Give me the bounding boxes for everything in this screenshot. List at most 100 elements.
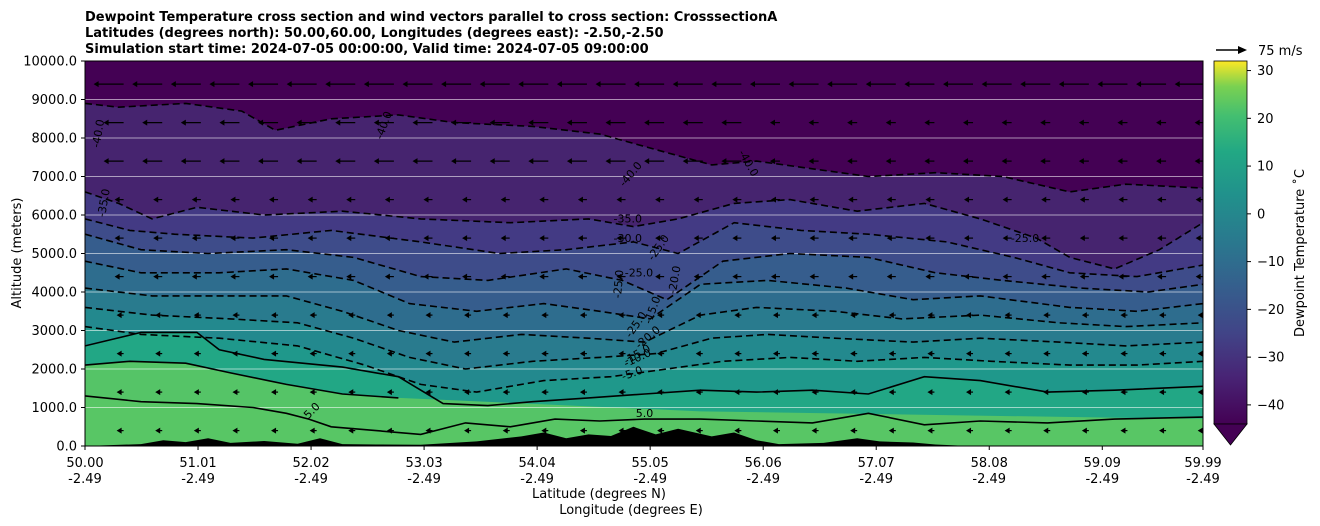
x-axis-label-latitude: Latitude (degrees N) — [532, 487, 666, 502]
wind-vector — [502, 389, 510, 396]
colorbar-ticks: 30 20 10 0 −10 −20 −30 −40 — [1247, 64, 1284, 413]
x-tick-label-lon: -2.49 — [972, 472, 1006, 487]
wind-vector — [1004, 312, 1012, 319]
wind-vector — [721, 158, 742, 165]
wind-vector — [1118, 273, 1128, 280]
wind-vector — [142, 158, 163, 165]
wind-vector — [1197, 312, 1203, 319]
wind-vector — [966, 350, 974, 357]
wind-vector — [772, 389, 780, 396]
wind-vector — [412, 119, 433, 126]
x-tick-label-lat: 53.03 — [405, 456, 442, 471]
wind-vector — [489, 119, 510, 126]
x-tick-label-lon: -2.49 — [407, 472, 441, 487]
x-tick-label-lon: -2.49 — [859, 472, 893, 487]
wind-vector — [682, 158, 703, 165]
wind-vector — [1156, 119, 1167, 126]
wind-vector — [1001, 119, 1012, 126]
wind-vector — [1097, 81, 1128, 88]
x-tick-label-lat: 58.08 — [971, 456, 1008, 471]
wind-vector — [885, 119, 896, 126]
wind-vector — [1079, 273, 1089, 280]
x-tick-label-lat: 57.07 — [858, 456, 895, 471]
wind-vector — [847, 158, 858, 165]
contour-dashed--35 — [85, 191, 1203, 270]
wind-vector — [966, 427, 974, 434]
wind-vector — [811, 312, 819, 319]
colorbar-tick-label: 30 — [1257, 64, 1274, 79]
wind-vector — [927, 350, 935, 357]
wind-vector — [695, 312, 703, 319]
wind-vector — [927, 427, 935, 434]
wind-vector — [193, 312, 201, 319]
wind-vector — [116, 312, 124, 319]
y-tick-label: 0.0 — [56, 440, 77, 455]
wind-vector — [230, 196, 240, 203]
wind-vector — [1041, 273, 1051, 280]
wind-vector — [1157, 196, 1167, 203]
wind-vector — [1002, 196, 1012, 203]
wind-vector — [193, 389, 201, 396]
wind-vector — [808, 119, 819, 126]
wind-vector — [462, 235, 472, 242]
wind-vector — [528, 119, 549, 126]
wind-vector — [116, 427, 124, 434]
wind-vector — [271, 427, 279, 434]
wind-vector — [296, 158, 317, 165]
x-tick-label-lat: 59.99 — [1184, 456, 1221, 471]
wind-vector — [232, 427, 240, 434]
x-tick-label-lon: -2.49 — [181, 472, 215, 487]
wind-vector — [695, 350, 703, 357]
wind-vector — [682, 119, 703, 126]
wind-vector — [132, 81, 163, 88]
wind-vector — [286, 81, 317, 88]
contour-dashed--25 — [85, 233, 1203, 301]
wind-vector — [193, 350, 201, 357]
wind-vector — [1081, 350, 1089, 357]
wind-vector — [307, 196, 317, 203]
contour-label: -25.0 — [1011, 232, 1039, 245]
wind-vector — [772, 312, 780, 319]
wind-vector — [335, 119, 356, 126]
y-axis: 0.0 1000.0 2000.0 3000.0 4000.0 5000.0 6000.0 7… — [23, 55, 85, 455]
wind-vector — [848, 235, 858, 242]
wind-vector — [577, 196, 587, 203]
wind-vector — [657, 350, 665, 357]
wind-vector — [749, 81, 780, 88]
x-tick-label-lat: 55.05 — [632, 456, 669, 471]
wind-vector — [734, 427, 742, 434]
wind-vector — [848, 196, 858, 203]
wind-vector — [657, 389, 665, 396]
wind-vectors — [78, 81, 1203, 434]
wind-vector — [78, 351, 85, 357]
contour-label: -40.0 — [89, 118, 107, 148]
wind-vector — [811, 427, 819, 434]
wind-vector — [425, 389, 433, 396]
wind-vector — [886, 235, 896, 242]
wind-vector — [732, 196, 742, 203]
wind-vector — [1197, 427, 1203, 434]
wind-vector — [1194, 119, 1203, 126]
x-tick-label-lat: 54.04 — [519, 456, 556, 471]
wind-vector — [539, 273, 549, 280]
wind-vector — [788, 81, 819, 88]
wind-vector — [412, 158, 433, 165]
wind-vector — [927, 312, 935, 319]
wind-vector — [502, 427, 510, 434]
contour-label: -25.0 — [625, 267, 653, 280]
wind-vector — [925, 196, 935, 203]
wind-vector — [269, 196, 279, 203]
wind-vector — [888, 312, 896, 319]
wind-vector — [1058, 81, 1089, 88]
wind-vector — [577, 235, 587, 242]
wind-vector — [541, 427, 549, 434]
wind-vector — [1004, 427, 1012, 434]
wind-vector — [116, 350, 124, 357]
colorbar-tick-label: −30 — [1257, 351, 1284, 366]
y-tick-label: 6000.0 — [32, 209, 78, 224]
contour-solid-5 — [85, 395, 1203, 436]
terrain — [85, 426, 1203, 446]
wind-vector — [271, 312, 279, 319]
wind-vector — [116, 389, 124, 396]
y-tick-label: 2000.0 — [32, 363, 78, 378]
